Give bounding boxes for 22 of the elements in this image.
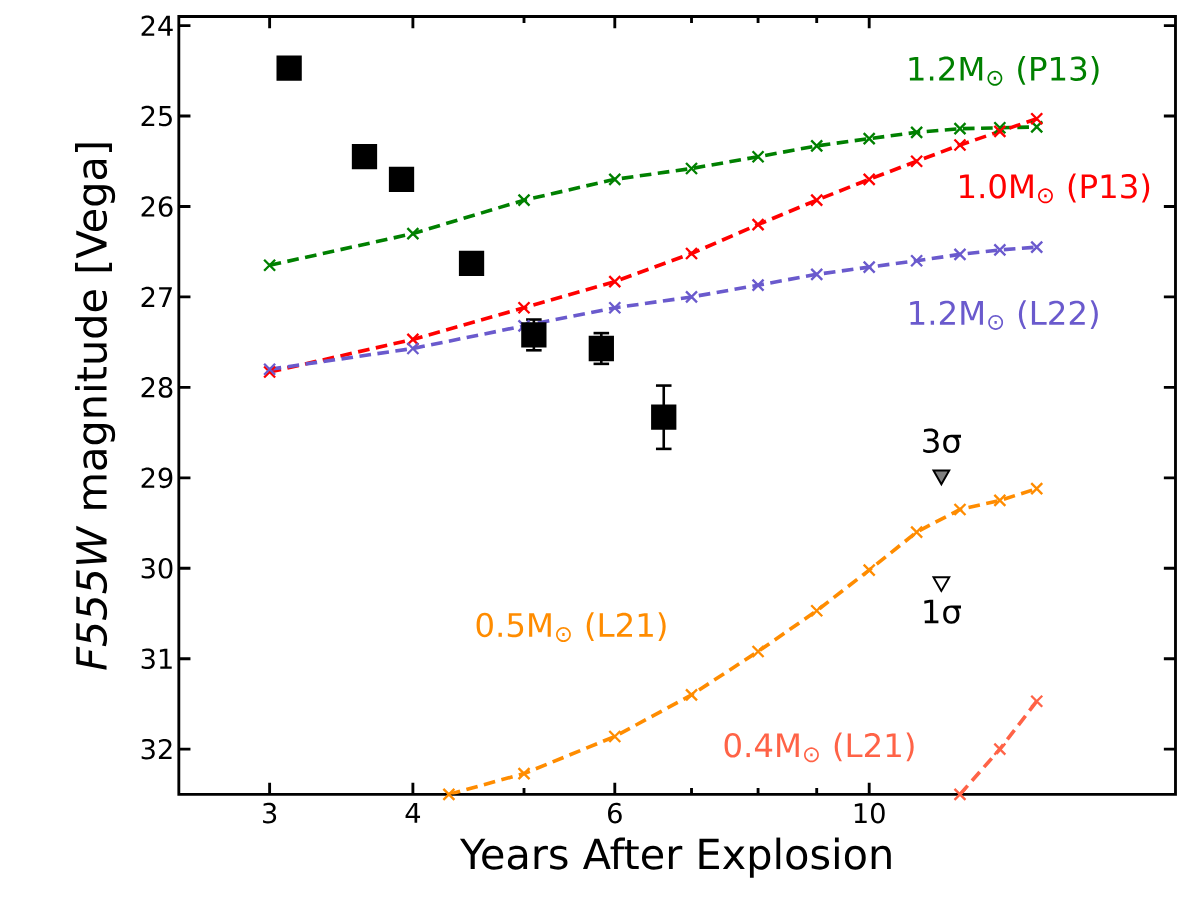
y-tick-label: 29 xyxy=(141,467,173,489)
x-tick-label: 4 xyxy=(405,802,421,823)
y-tick-label: 26 xyxy=(141,196,173,217)
y-tick-label: 32 xyxy=(141,738,172,760)
x-tick-label: 10 xyxy=(854,802,885,824)
x-axis-title: Years After Explosion xyxy=(459,837,891,878)
series-label: 0.5M$_{⊙}$ (L21) xyxy=(476,612,666,642)
series-label: 1.2M$_{⊙}$ (P13) xyxy=(909,55,1099,86)
x-tick-label: 6 xyxy=(608,802,622,824)
annotation: 1σ xyxy=(924,599,961,624)
series-label: 1.2M$_{⊙}$ (L22) xyxy=(910,300,1098,330)
y-axis-title: F555W magnitude [Vega] xyxy=(75,143,116,670)
series-label: 0.4M$_{⊙}$ (L21) xyxy=(724,732,914,763)
y-tick-label: 28 xyxy=(141,377,173,398)
y-tick-label: 31 xyxy=(141,648,172,669)
y-tick-label: 27 xyxy=(141,286,172,307)
annotation: 3σ xyxy=(923,428,961,453)
x-tick-label: 3 xyxy=(263,802,277,824)
y-tick-label: 30 xyxy=(141,557,173,579)
y-tick-label: 24 xyxy=(141,15,173,36)
y-tick-label: 25 xyxy=(141,105,172,127)
series-label: 1.0M$_{⊙}$ (P13) xyxy=(960,173,1150,204)
